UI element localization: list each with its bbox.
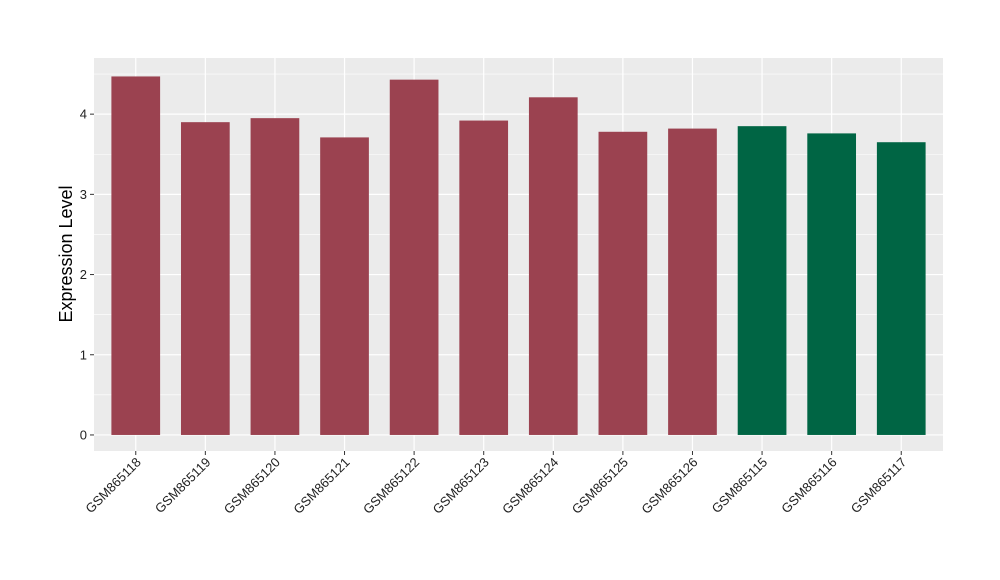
x-tick-label: GSM865121 [290,455,352,517]
y-axis: 0 1 2 3 4 [80,107,94,442]
bar-GSM865115 [737,126,787,435]
x-tick-label: GSM865116 [778,455,840,517]
bar-GSM865120 [250,118,300,435]
bar-GSM865123 [459,120,509,435]
y-tick-label: 3 [80,187,87,202]
y-tick-label: 0 [80,427,87,442]
bar-GSM865124 [528,97,578,435]
x-axis: GSM865118 GSM865119 GSM865120 GSM865121 GSM8… [82,451,909,517]
plot-panel [94,58,943,451]
bar-GSM865125 [598,131,648,435]
bar-GSM865119 [180,122,230,435]
x-tick-label: GSM865115 [709,455,771,517]
bar-GSM865126 [668,128,717,435]
x-tick-label: GSM865117 [848,455,910,517]
bars [111,76,926,435]
bar-GSM865122 [389,79,439,435]
bar-GSM865121 [320,137,369,435]
x-tick-label: GSM865118 [82,455,144,517]
x-tick-label: GSM865124 [499,455,561,517]
x-tick-label: GSM865120 [221,455,283,517]
x-tick-label: GSM865123 [430,455,492,517]
x-tick-label: GSM865126 [638,455,700,517]
y-tick-label: 2 [80,267,87,282]
y-axis-title: Expression Level [56,185,76,322]
x-tick-label: GSM865119 [152,455,214,517]
y-tick-label: 4 [80,107,87,122]
bar-GSM865118 [111,76,161,435]
bar-GSM865116 [807,133,857,435]
y-tick-label: 1 [80,347,87,362]
x-tick-label: GSM865125 [569,455,631,517]
bar-GSM865117 [876,142,926,435]
x-tick-label: GSM865122 [360,455,422,517]
minor-gridlines [94,73,943,396]
